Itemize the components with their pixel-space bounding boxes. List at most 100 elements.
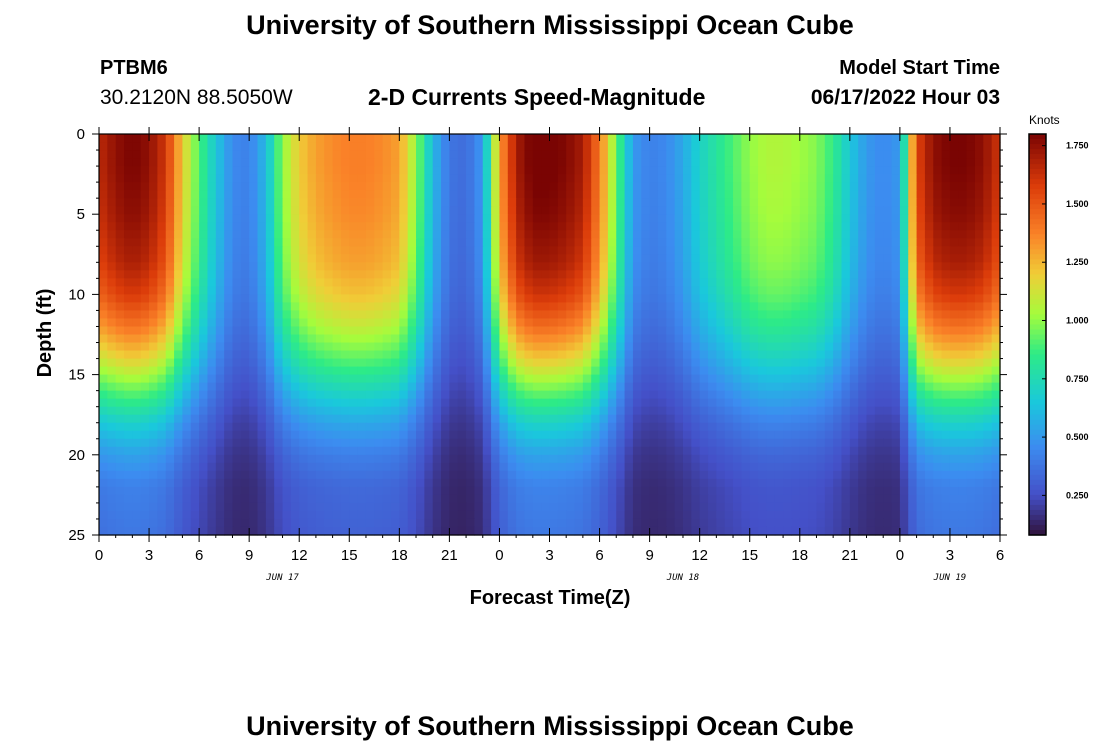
heatmap-cell: [666, 326, 676, 336]
heatmap-cell: [733, 286, 742, 295]
heatmap-cell: [349, 374, 359, 384]
heatmap-cell: [541, 150, 551, 159]
heatmap-cell: [949, 246, 959, 255]
heatmap-cell: [474, 350, 484, 360]
heatmap-cell: [432, 318, 442, 328]
heatmap-cell: [716, 190, 726, 199]
heatmap-cell: [582, 278, 592, 287]
heatmap-cell: [140, 254, 150, 263]
heatmap-cell: [541, 238, 551, 247]
heatmap-cell: [641, 350, 651, 360]
heatmap-cell: [357, 430, 367, 440]
heatmap-cell: [140, 334, 150, 344]
heatmap-cell: [708, 406, 717, 416]
heatmap-cell: [974, 470, 984, 480]
heatmap-cell: [691, 238, 701, 247]
heatmap-cell: [482, 414, 492, 424]
heatmap-cell: [482, 190, 492, 199]
heatmap-cell: [407, 286, 417, 295]
heatmap-cell: [374, 294, 384, 304]
heatmap-cell: [182, 470, 192, 480]
heatmap-cell: [908, 318, 918, 328]
heatmap-cell: [132, 326, 142, 336]
heatmap-cell: [758, 470, 767, 480]
heatmap-cell: [541, 142, 551, 151]
heatmap-cell: [365, 366, 375, 376]
heatmap-cell: [866, 438, 876, 448]
heatmap-cell: [491, 390, 501, 400]
heatmap-cell: [841, 342, 851, 352]
heatmap-cell: [107, 462, 117, 472]
heatmap-cell: [140, 222, 150, 231]
heatmap-cell: [432, 206, 442, 215]
heatmap-cell: [524, 478, 534, 488]
heatmap-cell: [708, 334, 717, 344]
heatmap-cell: [749, 166, 759, 175]
heatmap-cell: [340, 134, 350, 143]
heatmap-cell: [240, 470, 250, 480]
heatmap-cell: [516, 270, 526, 279]
heatmap-cell: [616, 486, 626, 496]
heatmap-cell: [215, 494, 225, 504]
heatmap-cell: [432, 422, 442, 432]
heatmap-cell: [591, 294, 601, 304]
heatmap-cell: [299, 222, 309, 231]
heatmap-cell: [541, 326, 551, 336]
heatmap-cell: [124, 454, 133, 464]
heatmap-cell: [699, 406, 709, 416]
heatmap-cell: [783, 134, 793, 143]
heatmap-cell: [416, 430, 425, 440]
heatmap-cell: [190, 374, 200, 384]
heatmap-cell: [899, 342, 909, 352]
heatmap-cell: [666, 262, 676, 271]
heatmap-cell: [491, 206, 501, 215]
heatmap-cell: [374, 454, 384, 464]
heatmap-cell: [407, 342, 417, 352]
heatmap-cell: [808, 342, 818, 352]
heatmap-cell: [516, 222, 526, 231]
heatmap-cell: [983, 382, 993, 392]
heatmap-cell: [958, 446, 968, 456]
heatmap-cell: [816, 302, 826, 312]
heatmap-cell: [466, 390, 476, 400]
heatmap-cell: [933, 310, 943, 320]
heatmap-cell: [791, 150, 801, 159]
heatmap-cell: [899, 494, 909, 504]
heatmap-cell: [741, 430, 751, 440]
heatmap-cell: [332, 206, 342, 215]
heatmap-cell: [282, 238, 292, 247]
heatmap-cell: [641, 486, 651, 496]
heatmap-cell: [474, 262, 484, 271]
heatmap-cell: [616, 454, 626, 464]
heatmap-cell: [499, 286, 509, 295]
heatmap-cell: [424, 198, 434, 207]
heatmap-cell: [557, 294, 567, 304]
heatmap-cell: [324, 486, 334, 496]
heatmap-cell: [974, 358, 984, 368]
heatmap-cell: [766, 318, 776, 328]
heatmap-cell: [532, 302, 542, 312]
heatmap-cell: [724, 206, 734, 215]
heatmap-cell: [824, 438, 834, 448]
heatmap-cell: [315, 230, 325, 239]
heatmap-cell: [290, 350, 300, 360]
heatmap-cell: [382, 454, 392, 464]
heatmap-cell: [699, 246, 709, 255]
heatmap-cell: [207, 350, 217, 360]
heatmap-cell: [524, 294, 534, 304]
heatmap-cell: [682, 382, 692, 392]
heatmap-cell: [741, 470, 751, 480]
heatmap-cell: [674, 454, 684, 464]
heatmap-cell: [232, 206, 242, 215]
heatmap-cell: [207, 142, 217, 151]
heatmap-cell: [849, 182, 859, 191]
heatmap-cell: [883, 334, 893, 344]
heatmap-cell: [507, 214, 517, 223]
heatmap-cell: [949, 190, 959, 199]
heatmap-cell: [641, 366, 651, 376]
heatmap-cell: [307, 446, 317, 456]
heatmap-cell: [149, 398, 158, 408]
heatmap-cell: [858, 158, 868, 167]
heatmap-cell: [357, 398, 367, 408]
heatmap-cell: [249, 398, 259, 408]
